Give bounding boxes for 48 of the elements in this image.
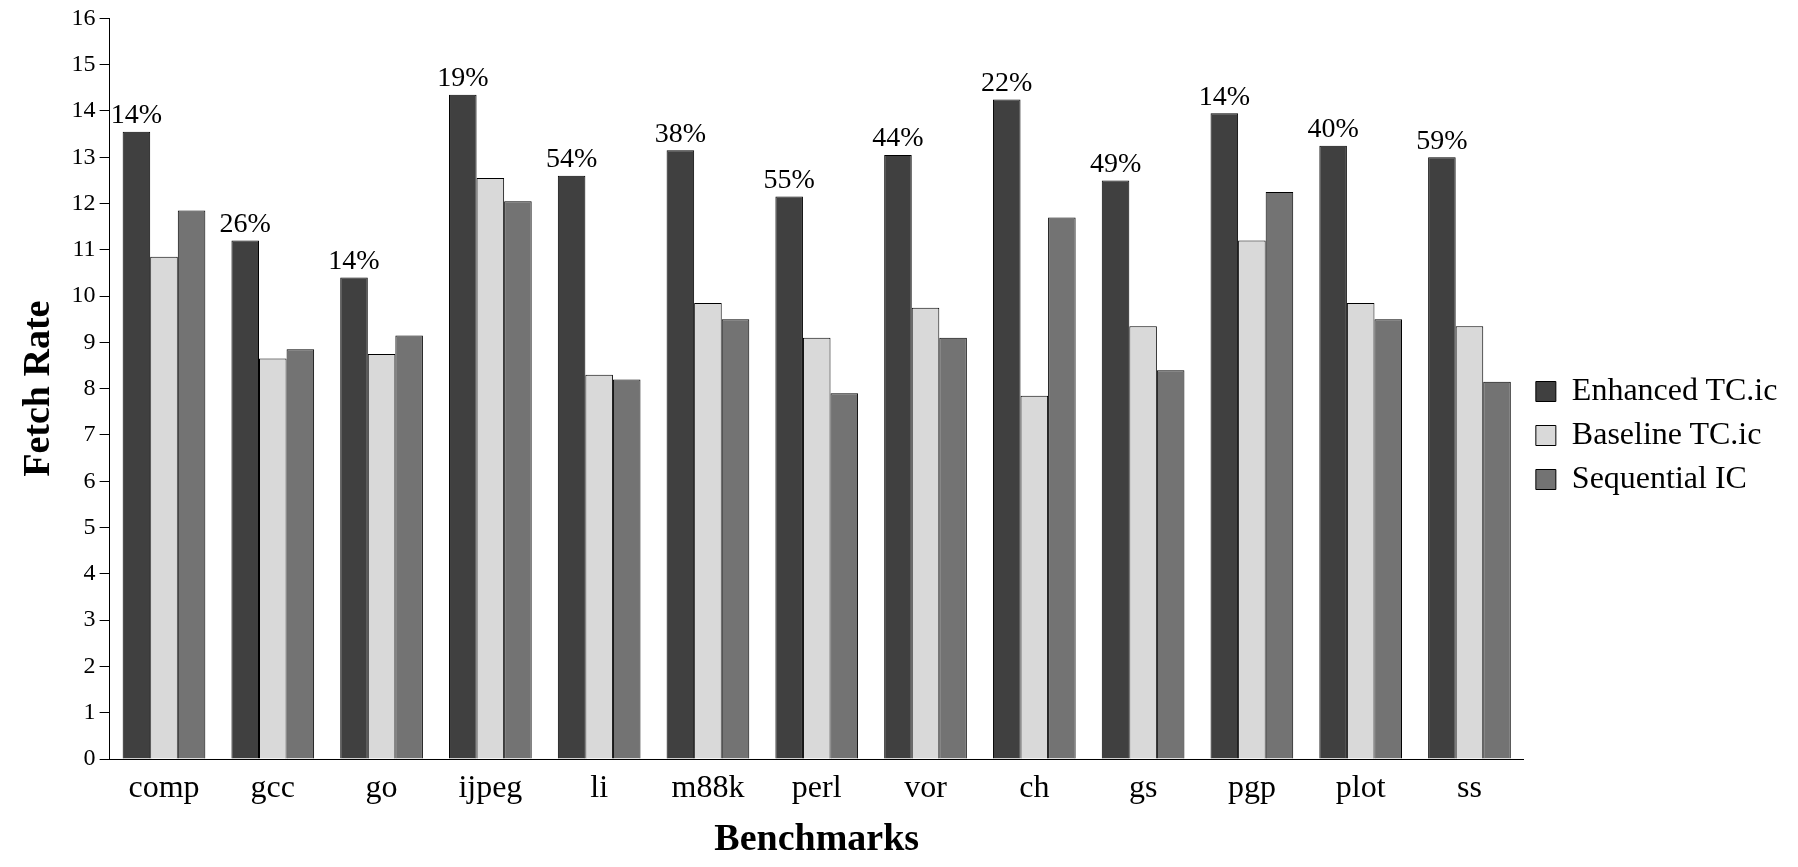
- x-tick-label: comp: [128, 767, 200, 804]
- y-tick-label: 2: [83, 651, 96, 678]
- y-tick-label: 3: [83, 605, 96, 632]
- annotation: 59%: [1416, 123, 1468, 155]
- x-tick-label: go: [365, 767, 398, 804]
- annotation: 49%: [1089, 146, 1142, 178]
- x-tick-label: ch: [1019, 767, 1050, 804]
- y-tick-label: 15: [71, 49, 96, 76]
- x-tick-label: perl: [791, 767, 842, 804]
- annotation: 38%: [654, 116, 707, 148]
- legend-label: Sequential IC: [1571, 458, 1747, 495]
- x-tick-label: gcc: [250, 767, 295, 804]
- annotation: 22%: [981, 65, 1033, 97]
- annotation: 40%: [1307, 112, 1359, 144]
- x-tick-label: gs: [1128, 767, 1158, 804]
- x-tick-label: m88k: [671, 767, 745, 804]
- y-tick-label: 11: [72, 235, 96, 262]
- annotation: 54%: [545, 142, 598, 174]
- annotation: 14%: [110, 98, 163, 130]
- x-tick-label: ijpeg: [458, 767, 523, 804]
- y-tick-label: 6: [83, 466, 96, 493]
- x-tick-label: ss: [1457, 767, 1482, 804]
- legend-label: Baseline TC.ic: [1571, 414, 1762, 451]
- y-tick-label: 14: [71, 96, 96, 123]
- x-tick-label: pgp: [1227, 767, 1276, 804]
- y-tick-label: 4: [83, 559, 96, 586]
- y-tick-label: 13: [71, 142, 96, 169]
- y-tick-label: 9: [83, 327, 96, 354]
- annotation: 19%: [437, 61, 489, 93]
- annotation: 14%: [328, 243, 380, 275]
- y-tick-label: 5: [83, 512, 96, 539]
- x-tick-label: li: [590, 767, 609, 804]
- x-tick-label: vor: [904, 767, 948, 804]
- y-tick-label: 8: [83, 374, 96, 400]
- y-axis-title: Fetch Rate: [14, 300, 57, 477]
- annotation: 26%: [219, 206, 271, 238]
- x-axis-title: Benchmarks: [714, 816, 920, 859]
- legend-label: Enhanced TC.ic: [1571, 370, 1778, 407]
- y-tick-label: 7: [83, 420, 96, 447]
- annotation: 55%: [763, 162, 815, 194]
- y-tick-label: 1: [83, 698, 96, 725]
- y-tick-label: 16: [71, 3, 96, 30]
- y-tick-label: 0: [83, 744, 96, 771]
- y-tick-label: 12: [71, 188, 96, 215]
- y-tick-label: 10: [71, 281, 96, 308]
- x-tick-label: plot: [1335, 767, 1386, 804]
- annotation: 44%: [872, 121, 924, 153]
- annotation: 14%: [1198, 79, 1250, 111]
